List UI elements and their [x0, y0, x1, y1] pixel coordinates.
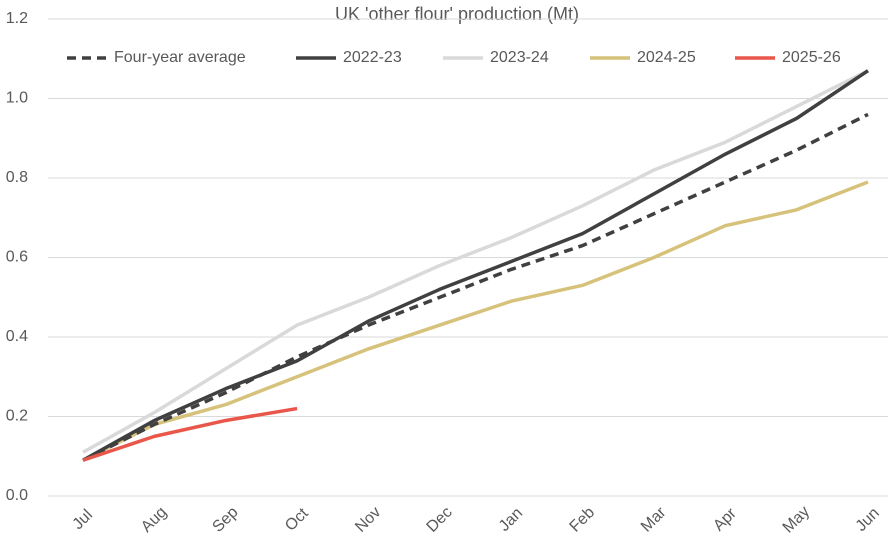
x-tick-label: Oct	[282, 505, 312, 535]
data-line	[82, 180, 869, 462]
legend-label: 2024-25	[637, 49, 696, 66]
x-tick-label: Jan	[496, 505, 526, 535]
x-tick-label: Jul	[70, 507, 96, 533]
legend-item: 2022-23	[296, 49, 402, 66]
legend-label: 2022-23	[343, 49, 402, 66]
y-tick-label: 0.4	[6, 328, 28, 345]
legend-label: 2025-26	[782, 49, 841, 66]
x-tick-label: Feb	[567, 504, 599, 536]
chart-title: UK 'other flour' production (Mt)	[335, 4, 579, 24]
legend-label: 2023-24	[490, 49, 549, 66]
y-tick-label: 1.2	[6, 10, 28, 27]
x-tick-label: Nov	[352, 504, 384, 536]
data-line	[82, 112, 869, 462]
data-line	[82, 406, 298, 462]
x-tick-label: Jun	[853, 505, 883, 535]
legend-item: Four-year average	[67, 49, 246, 66]
y-tick-label: 0.2	[6, 408, 28, 425]
legend-item: 2023-24	[443, 49, 549, 66]
x-tick-label: May	[780, 503, 813, 536]
y-tick-label: 0.6	[6, 249, 28, 266]
x-tick-label: Aug	[138, 504, 170, 536]
x-tick-label: Dec	[424, 504, 456, 536]
legend-item: 2025-26	[735, 49, 841, 66]
y-tick-label: 0.0	[6, 487, 28, 504]
x-tick-label: Mar	[638, 504, 670, 536]
x-tick-label: Apr	[710, 505, 740, 535]
x-tick-label: Sep	[209, 504, 241, 536]
legend-item: 2024-25	[590, 49, 696, 66]
y-tick-label: 1.0	[6, 90, 28, 107]
y-tick-label: 0.8	[6, 169, 28, 186]
data-line	[82, 69, 869, 462]
legend-label: Four-year average	[114, 49, 246, 66]
data-line	[82, 69, 869, 454]
